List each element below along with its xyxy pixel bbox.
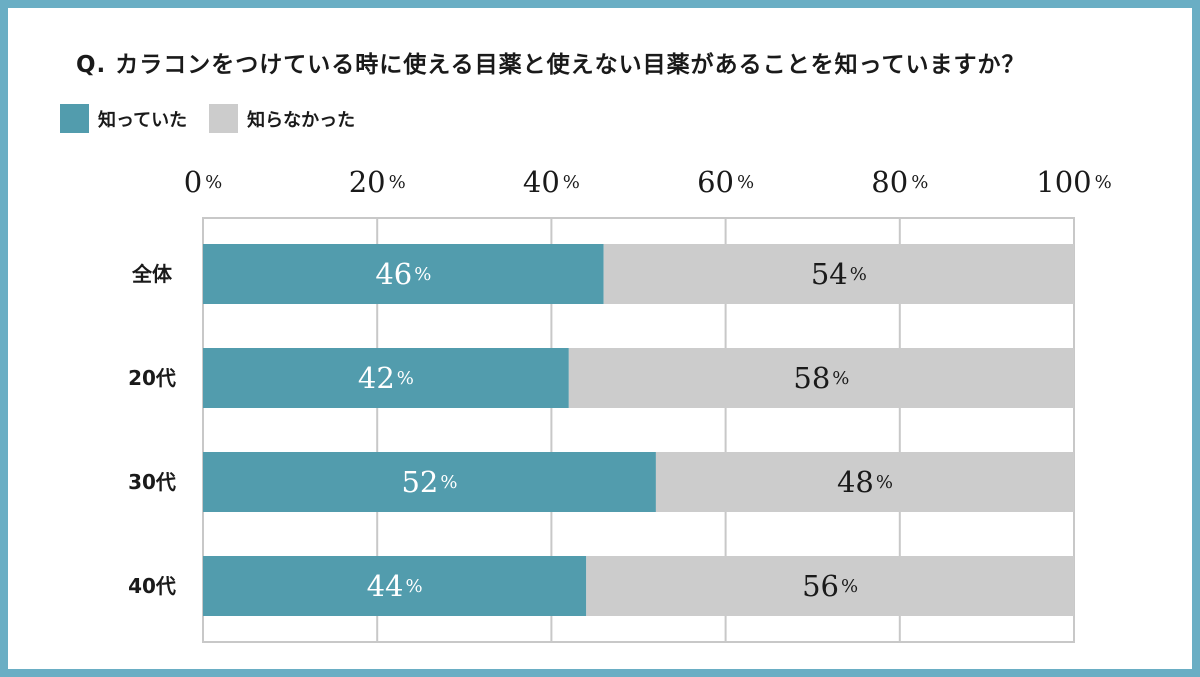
- bar-segment-unknown: [603, 244, 1074, 304]
- bar-segment-known: [203, 348, 569, 408]
- x-tick-label-80: 80%: [871, 165, 928, 199]
- x-tick-label-100: 100%: [1036, 165, 1111, 199]
- x-tick-label-20: 20%: [349, 165, 406, 199]
- legend: 知っていた 知らなかった: [60, 104, 377, 133]
- x-tick-label-40: 40%: [523, 165, 580, 199]
- plot-frame: [202, 217, 1075, 643]
- category-label: 40代: [128, 574, 176, 598]
- category-label: 30代: [128, 470, 176, 494]
- data-label-known: 52%: [401, 465, 457, 499]
- x-tick-label-0: 0%: [184, 165, 223, 199]
- category-label: 全体: [131, 262, 173, 286]
- bar-segment-known: [203, 556, 587, 616]
- legend-item-known: 知っていた: [60, 104, 187, 133]
- data-label-known: 46%: [375, 257, 431, 291]
- bar-segment-known: [203, 244, 604, 304]
- bar-segment-unknown: [655, 452, 1074, 512]
- legend-swatch-unknown: [209, 104, 239, 133]
- data-label-unknown: 58%: [793, 361, 849, 395]
- bar-segment-known: [203, 452, 656, 512]
- legend-label-unknown: 知らなかった: [247, 109, 356, 131]
- data-label-unknown: 56%: [802, 569, 858, 603]
- x-tick-label-60: 60%: [697, 165, 754, 199]
- data-label-known: 42%: [358, 361, 414, 395]
- data-label-known: 44%: [367, 569, 423, 603]
- bar-segment-unknown: [568, 348, 1074, 408]
- legend-item-unknown: 知らなかった: [209, 104, 355, 133]
- category-label: 20代: [128, 366, 176, 390]
- legend-swatch-known: [60, 104, 89, 133]
- data-label-unknown: 54%: [811, 257, 867, 291]
- chart-title: Q. カラコンをつけている時に使える目薬と使えない目薬があることを知っていますか…: [76, 52, 1026, 78]
- bar-segment-unknown: [586, 556, 1074, 616]
- legend-label-known: 知っていた: [98, 109, 188, 131]
- data-label-unknown: 48%: [837, 465, 893, 499]
